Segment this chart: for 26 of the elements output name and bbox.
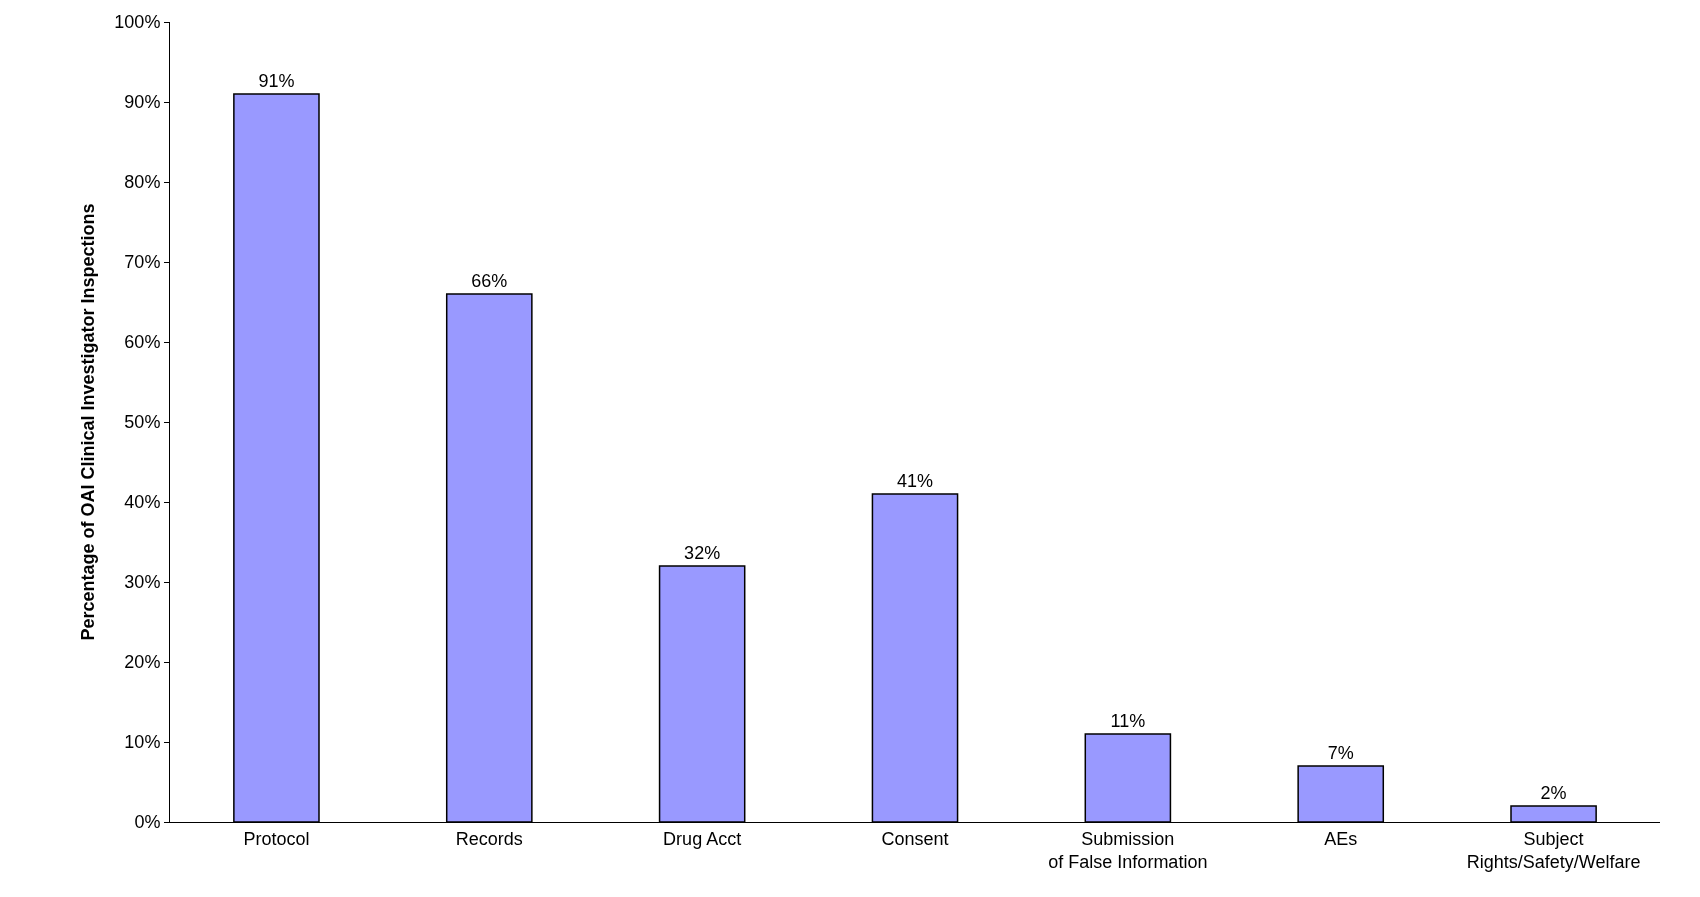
data-label: 91% bbox=[258, 71, 295, 91]
y-tick-label: 20% bbox=[124, 652, 161, 673]
y-tick-label: 30% bbox=[124, 572, 161, 593]
x-tick-label: Drug Acct bbox=[663, 828, 742, 849]
x-tick-label: Submission of False Information bbox=[1048, 828, 1208, 872]
y-axis-title: Percentage of OAI Clinical Investigator Inspections bbox=[77, 203, 98, 641]
y-tick-label: 10% bbox=[124, 732, 161, 753]
y-tick-label: 0% bbox=[134, 812, 161, 833]
x-tick-label: Protocol bbox=[243, 828, 310, 849]
data-label: 32% bbox=[684, 543, 721, 563]
x-tick-label: AEs bbox=[1324, 828, 1358, 849]
y-tick-label: 50% bbox=[124, 412, 161, 433]
data-label: 66% bbox=[471, 271, 508, 291]
y-tick-label: 40% bbox=[124, 492, 161, 513]
y-tick-label: 90% bbox=[124, 92, 161, 113]
x-tick-label: Subject Rights/Safety/Welfare bbox=[1466, 828, 1641, 872]
x-tick-label: Records bbox=[455, 828, 523, 849]
x-tick-label: Consent bbox=[881, 828, 949, 849]
data-label: 41% bbox=[896, 471, 934, 491]
data-label: 11% bbox=[1110, 711, 1146, 731]
y-tick-label: 80% bbox=[124, 172, 161, 193]
data-label: 2% bbox=[1540, 783, 1567, 803]
data-label: 7% bbox=[1327, 743, 1354, 763]
y-tick-label: 100% bbox=[114, 12, 161, 33]
y-tick-label: 70% bbox=[124, 252, 161, 273]
y-tick-label: 60% bbox=[124, 332, 161, 353]
